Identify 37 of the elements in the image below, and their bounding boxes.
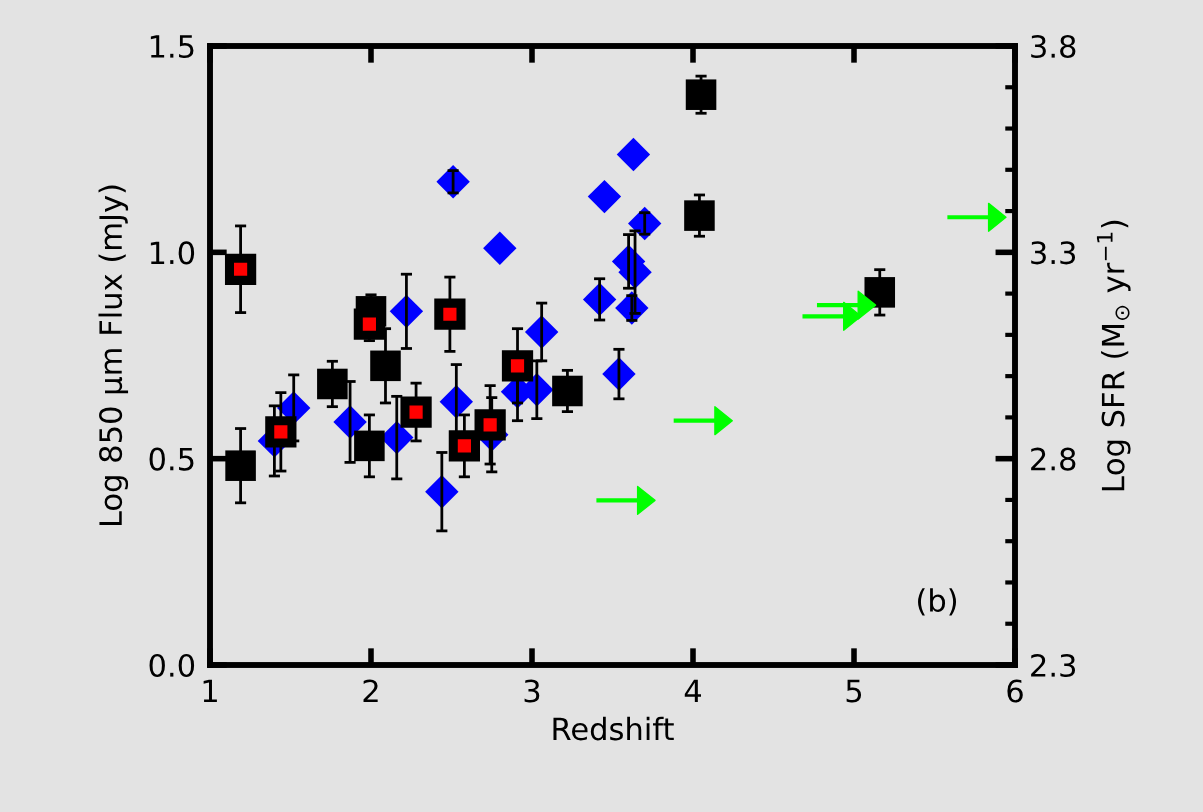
point	[265, 416, 297, 448]
x-tick-label: 3	[524, 679, 540, 703]
point	[448, 430, 481, 462]
y2-tick-label: 2.3	[1031, 653, 1076, 678]
x-tick-label: 1	[203, 679, 217, 703]
point	[317, 368, 348, 400]
x-tick-label: 5	[846, 679, 862, 703]
annotation: (b)	[918, 588, 957, 616]
x-tick-label: 2	[363, 679, 378, 703]
point	[224, 253, 257, 285]
point	[434, 298, 466, 330]
y-tick-label: 1.0	[150, 241, 195, 265]
point	[225, 450, 256, 481]
point	[864, 277, 896, 308]
point	[552, 375, 583, 407]
y-tick-label: 0.0	[149, 653, 195, 678]
y-tick-label: 0.5	[149, 447, 194, 471]
point	[685, 79, 717, 110]
point	[370, 350, 401, 382]
point	[483, 231, 517, 265]
y2-tick-label: 3.3	[1031, 241, 1076, 265]
point	[587, 179, 622, 214]
y2-axis-title: Log SFR (M$_{⊙}$ yr$^{−1}$)	[1096, 220, 1131, 491]
x-tick-label: 4	[684, 679, 702, 703]
point	[501, 350, 534, 382]
point	[400, 396, 432, 428]
point	[354, 430, 385, 462]
x-tick-label: 6	[1007, 679, 1023, 703]
point	[684, 200, 715, 231]
point	[353, 308, 386, 340]
point	[616, 137, 651, 172]
x-axis-title: Redshift	[553, 716, 674, 741]
y-axis-title: Log 850 μm Flux (mJy)	[98, 185, 129, 526]
point	[474, 409, 506, 441]
y2-tick-label: 2.8	[1031, 447, 1076, 471]
y-tick-label: 1.5	[150, 35, 194, 59]
y2-tick-label: 3.8	[1031, 34, 1076, 59]
